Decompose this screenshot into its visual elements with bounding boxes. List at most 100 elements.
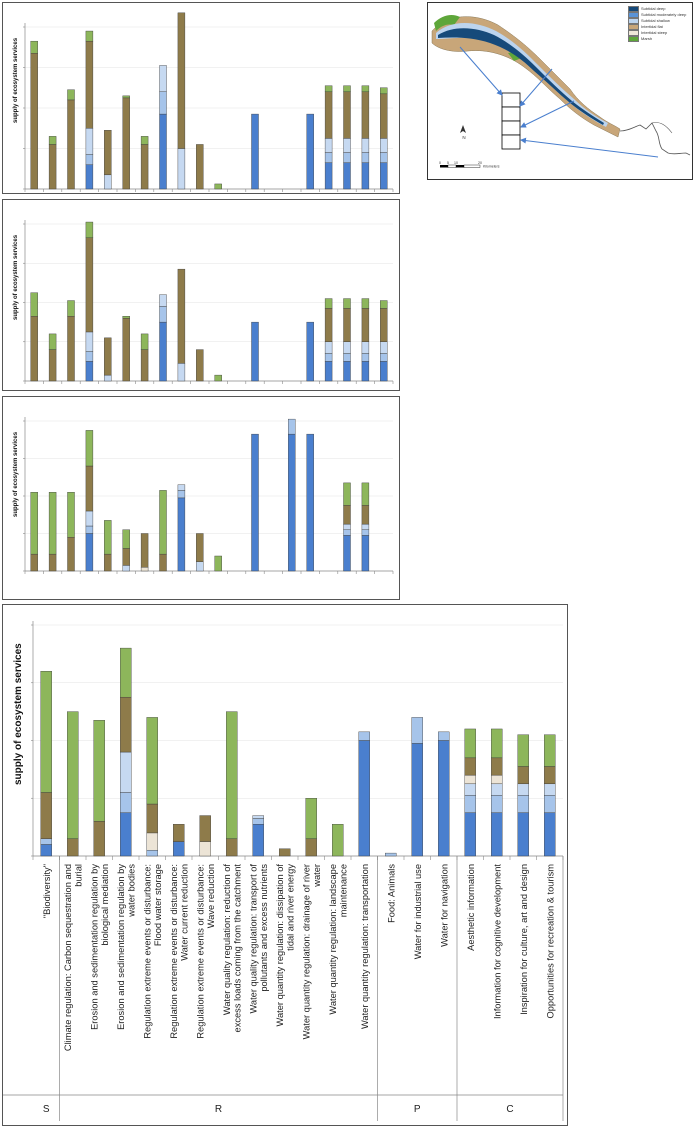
bar-segment-green <box>122 529 130 549</box>
bar-segment-lightblue <box>85 525 94 534</box>
map-arrow-1 <box>459 46 503 96</box>
bar-segment-brown <box>30 53 38 190</box>
bar-segment-green <box>48 136 57 145</box>
legend-label: Intertidal flat <box>641 24 663 29</box>
bar-segment-green <box>324 85 333 93</box>
bar-segment-brown <box>226 838 238 857</box>
bar-segment-blue <box>544 812 556 857</box>
bar-segment-paleblue <box>85 331 94 352</box>
bar-segment-lightblue <box>146 850 158 857</box>
map-arrow-3 <box>520 100 575 128</box>
category-label: Information for cognitive development <box>492 864 502 1019</box>
bar-segment-brown <box>517 766 529 785</box>
bar-segment-green <box>380 87 388 95</box>
bar-segment-blue <box>306 321 314 382</box>
legend-swatch <box>628 6 639 12</box>
bar-segment-lightblue <box>411 717 423 744</box>
bar-segment-blue <box>517 812 529 857</box>
legend-swatch <box>628 18 639 24</box>
river-upstream <box>619 122 691 156</box>
bar-segment-paleblue <box>544 783 556 796</box>
bar-segment-blue <box>358 740 370 857</box>
category-label: Wave reduction <box>206 864 216 928</box>
bar-segment-paleblue <box>343 341 351 354</box>
bar-segment-paleblue <box>159 65 167 92</box>
bar-segment-paleblue <box>324 138 333 153</box>
category-group-label: C <box>506 1104 513 1115</box>
bar-segment-brown <box>146 803 158 834</box>
bar-segment-brown <box>85 465 94 512</box>
bar-segment-lightblue <box>159 306 167 323</box>
bar-segment-green <box>67 300 75 317</box>
bar-segment-brown <box>324 91 333 139</box>
bar-segment-brown <box>343 505 351 525</box>
bar-segment-paleblue <box>252 815 264 819</box>
bar-segment-green <box>226 711 238 839</box>
chart-panel-4: supply of ecosystem services "Biodiversi… <box>2 604 568 1126</box>
scale-tick-3: 20 <box>478 161 482 165</box>
estuary-map-drawing: N 0 5 10 20 Kilometers <box>431 15 691 169</box>
bar-segment-brown <box>173 824 185 842</box>
category-label: maintenance <box>339 864 349 917</box>
bar-segment-blue <box>324 162 333 190</box>
bar-segment-blue <box>306 113 314 190</box>
bar-segment-green <box>140 333 149 350</box>
bar-segment-brown <box>140 533 149 568</box>
legend-item: Intertidal steep <box>628 30 686 36</box>
bar-segment-brown <box>177 268 186 364</box>
bar-segment-green <box>159 490 167 555</box>
legend-swatch <box>628 12 639 18</box>
category-group-label: S <box>43 1104 50 1115</box>
bar-segment-brown <box>196 349 204 382</box>
bar-segment-green <box>30 40 38 54</box>
bar-segment-blue <box>343 361 351 382</box>
map-legend: Subtidal deep Subtidal moderately deep S… <box>628 6 686 42</box>
map-box-1 <box>501 92 521 108</box>
category-label: Regulation extreme events or disturbance… <box>196 864 206 1039</box>
bar-segment-paleblue <box>104 374 112 382</box>
bar-segment-lightblue <box>361 529 370 536</box>
stacked-bar-chart-1 <box>23 12 394 192</box>
category-label: Aesthetic information <box>466 864 476 951</box>
category-label: Water for navigation <box>439 864 449 947</box>
bar-segment-lightblue <box>343 353 351 362</box>
bar-segment-blue <box>411 743 423 857</box>
bar-segment-green <box>67 711 79 839</box>
bar-segment-lightblue <box>324 152 333 163</box>
bar-segment-lightblue <box>380 152 388 163</box>
bar-segment-green <box>214 555 222 572</box>
bar-segment-green <box>122 95 130 99</box>
bar-segment-green <box>361 85 370 93</box>
bar-segment-lightblue <box>358 731 370 741</box>
bar-segment-blue <box>251 433 259 572</box>
bar-segment-lightblue <box>159 91 167 115</box>
bar-segment-green <box>85 221 94 238</box>
scale-bar: 0 5 10 20 Kilometers <box>439 161 500 169</box>
bar-segment-blue <box>324 361 333 382</box>
bar-segment-green <box>464 728 476 759</box>
category-label: Water quantity regulation: transportatio… <box>360 864 370 1029</box>
bar-segment-brown <box>464 757 476 776</box>
category-label: Water quantity regulation: dissipation o… <box>275 864 285 1027</box>
bar-segment-brown <box>343 91 351 139</box>
bar-segment-blue <box>288 433 296 572</box>
legend-label: Marsh <box>641 36 653 41</box>
bar-segment-brown <box>67 99 75 190</box>
bar-segment-green <box>343 482 351 506</box>
map-arrow-2 <box>519 68 553 107</box>
bar-segment-brown <box>67 316 75 382</box>
category-group-label: R <box>215 1104 222 1115</box>
bar-segment-paleblue <box>104 174 112 190</box>
bar-segment-paleblue <box>122 565 130 572</box>
category-label: Water for industrial use <box>413 864 423 959</box>
bar-segment-green <box>85 430 94 467</box>
bar-segment-brown <box>177 12 186 149</box>
bar-segment-brown <box>361 91 370 139</box>
map-box-2 <box>501 106 521 122</box>
bar-segment-blue <box>173 841 185 857</box>
category-label: water bodies <box>127 864 137 918</box>
stacked-bar-chart-3 <box>23 417 394 574</box>
bar-segment-blue <box>252 824 264 857</box>
category-label: "Biodiversity" <box>42 864 52 918</box>
north-arrow-icon <box>460 125 466 133</box>
